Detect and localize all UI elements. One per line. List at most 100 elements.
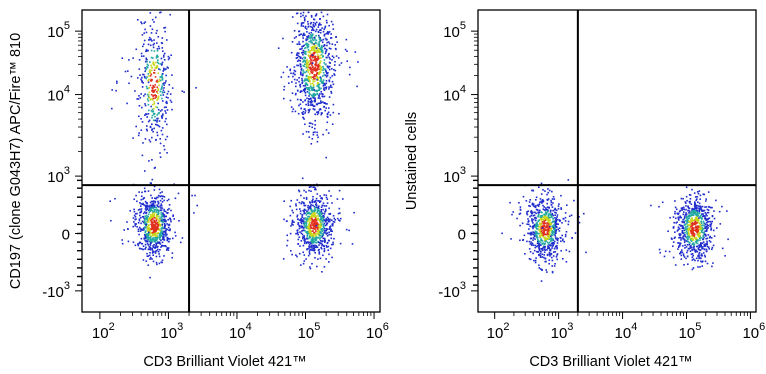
event-dot <box>320 228 323 230</box>
event-dot <box>701 213 703 215</box>
event-dot <box>152 207 154 210</box>
event-dot <box>547 210 549 213</box>
event-dot <box>683 221 685 223</box>
event-dot <box>322 101 324 103</box>
event-dot <box>689 198 692 200</box>
event-dot <box>535 196 538 199</box>
event-dot <box>691 268 694 271</box>
event-dot <box>312 108 315 110</box>
event-dot <box>149 99 152 101</box>
event-dot <box>137 244 140 247</box>
event-dot <box>551 241 554 244</box>
event-dot <box>151 114 154 117</box>
event-dot <box>710 223 712 226</box>
event-dot <box>316 90 319 92</box>
event-dot <box>546 231 549 234</box>
event-dot <box>549 224 551 227</box>
event-dot <box>303 223 306 226</box>
event-dot <box>699 228 701 230</box>
event-dot <box>685 205 687 207</box>
event-dot <box>151 159 153 161</box>
event-dot <box>540 251 542 253</box>
event-dot <box>547 233 549 235</box>
event-dot <box>700 260 702 263</box>
event-dot <box>137 209 140 211</box>
event-dot <box>327 249 329 251</box>
event-dot <box>153 185 156 188</box>
event-dot <box>677 226 680 229</box>
event-dot <box>701 247 704 250</box>
event-dot <box>306 248 309 250</box>
event-dot <box>326 32 328 34</box>
event-dot <box>304 218 306 221</box>
event-dot <box>528 205 530 207</box>
event-dot <box>152 44 155 46</box>
event-dot <box>529 233 532 235</box>
event-dot <box>544 225 546 228</box>
event-dot <box>320 57 322 59</box>
event-dot <box>150 93 153 96</box>
event-dot <box>137 134 140 137</box>
event-dot <box>320 247 323 250</box>
event-dot <box>696 212 699 215</box>
event-dot <box>315 245 318 247</box>
event-dot <box>311 29 313 31</box>
event-dot <box>314 257 316 259</box>
event-dot <box>111 107 113 110</box>
event-dot <box>327 54 329 57</box>
event-dot <box>296 229 299 231</box>
event-dot <box>132 217 135 219</box>
event-dot <box>299 212 302 215</box>
event-dot <box>547 227 550 230</box>
event-dot <box>542 218 544 221</box>
event-dot <box>312 66 314 68</box>
event-dot <box>302 237 304 240</box>
event-dot <box>161 75 163 77</box>
event-dot <box>304 25 307 28</box>
event-dot <box>163 59 166 61</box>
event-dot <box>299 91 302 93</box>
event-dot <box>532 189 534 192</box>
event-dot <box>151 28 154 31</box>
event-dot <box>147 100 150 102</box>
event-dot <box>153 215 155 217</box>
event-dot <box>685 257 687 260</box>
event-dot <box>141 191 143 194</box>
event-dot <box>298 34 300 37</box>
event-dot <box>552 202 554 204</box>
y-tick-label: 0 <box>62 226 70 243</box>
event-dot <box>154 239 157 242</box>
event-dot <box>311 234 313 237</box>
event-dot <box>300 90 302 92</box>
event-dot <box>703 231 706 234</box>
event-dot <box>329 213 331 215</box>
event-dot <box>166 66 169 68</box>
event-dot <box>697 230 699 232</box>
event-dot <box>301 45 303 48</box>
event-dot <box>296 79 298 81</box>
event-dot <box>305 242 308 245</box>
event-dot <box>316 222 319 224</box>
event-dot <box>302 51 305 54</box>
event-dot <box>300 218 302 220</box>
event-dot <box>697 240 699 242</box>
event-dot <box>691 259 694 261</box>
event-dot <box>548 262 550 265</box>
event-dot <box>307 43 310 46</box>
event-dot <box>540 226 543 229</box>
y-tick-label: 105 <box>47 20 70 41</box>
event-dot <box>322 133 324 136</box>
event-dot <box>322 15 325 18</box>
event-dot <box>322 219 325 221</box>
event-dot <box>682 253 685 255</box>
event-dot <box>332 83 335 86</box>
event-dot <box>149 44 152 47</box>
event-dot <box>699 245 702 247</box>
event-dot <box>696 191 699 193</box>
event-dot <box>308 221 311 223</box>
event-dot <box>702 231 704 234</box>
event-dot <box>289 214 292 217</box>
event-dot <box>553 198 556 200</box>
event-dot <box>539 256 542 258</box>
event-dot <box>680 225 682 227</box>
